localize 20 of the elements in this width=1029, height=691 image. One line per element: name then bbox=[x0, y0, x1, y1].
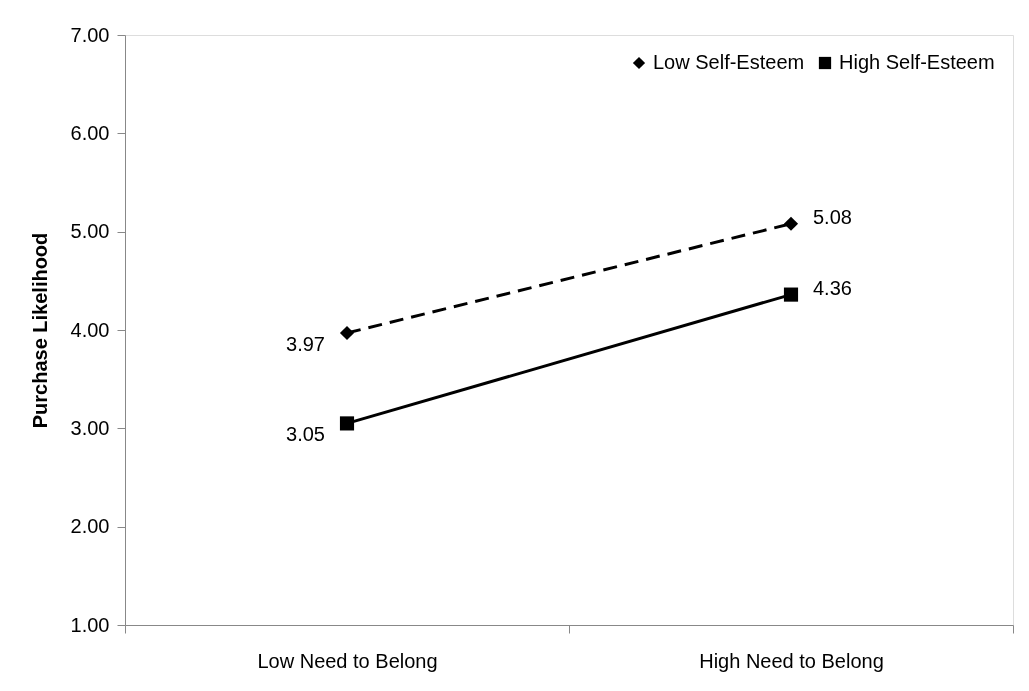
point bbox=[783, 287, 799, 302]
y-tick-label: 7.00 bbox=[70, 23, 110, 46]
y-axis-title: Purchase Likelihood bbox=[28, 232, 51, 429]
x-tick-label: Low Need to Belong bbox=[257, 649, 438, 672]
y-tick-label: 3.00 bbox=[70, 416, 110, 439]
point bbox=[783, 216, 799, 231]
legend-label: High Self-Esteem bbox=[839, 51, 995, 73]
y-tick-label: 6.00 bbox=[70, 121, 110, 144]
y-tick-label: 2.00 bbox=[70, 515, 110, 538]
point bbox=[339, 416, 355, 431]
y-tick-label: 1.00 bbox=[70, 613, 110, 636]
data-label: 3.97 bbox=[286, 332, 325, 355]
legend-label: Low Self-Esteem bbox=[653, 51, 805, 73]
point bbox=[339, 325, 355, 341]
x-tick-label: High Need to Belong bbox=[699, 649, 884, 672]
data-label: 4.36 bbox=[813, 276, 852, 299]
y-tick-label: 5.00 bbox=[70, 220, 110, 243]
y-tick-label: 4.00 bbox=[70, 318, 110, 341]
data-label: 3.05 bbox=[286, 423, 325, 446]
data-label: 5.08 bbox=[813, 205, 852, 228]
